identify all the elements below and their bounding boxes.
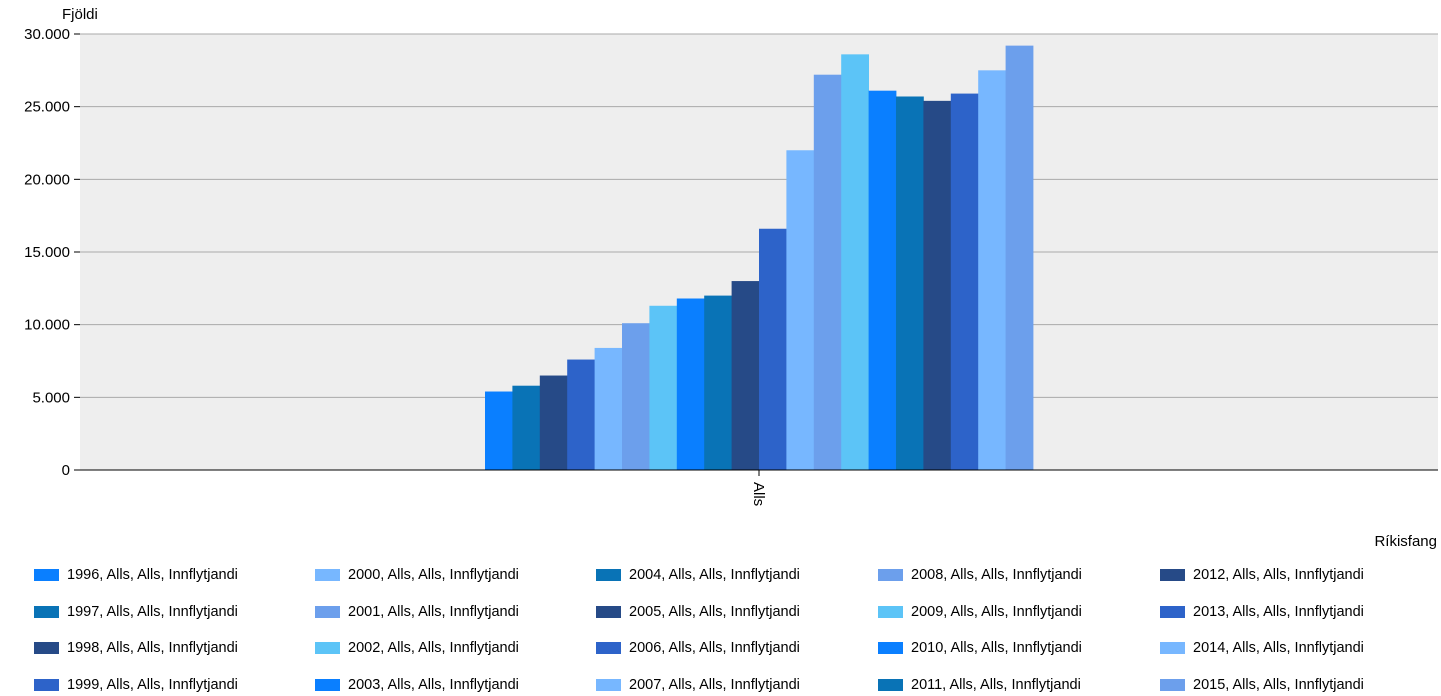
legend-label: 2002, Alls, Alls, Innflytjandi: [348, 640, 519, 656]
y-tick-label: 25.000: [24, 99, 70, 116]
legend-swatch: [34, 569, 59, 581]
legend-swatch: [1160, 642, 1185, 654]
legend-item: 2007, Alls, Alls, Innflytjandi: [596, 676, 800, 694]
legend-item: 1998, Alls, Alls, Innflytjandi: [34, 639, 238, 657]
legend-swatch: [878, 569, 903, 581]
legend-label: 2013, Alls, Alls, Innflytjandi: [1193, 604, 1364, 620]
legend-label: 2001, Alls, Alls, Innflytjandi: [348, 604, 519, 620]
y-tick-label: 0: [62, 462, 70, 479]
bar: [868, 90, 897, 471]
legend-label: 1996, Alls, Alls, Innflytjandi: [67, 567, 238, 583]
legend-label: 2012, Alls, Alls, Innflytjandi: [1193, 567, 1364, 583]
bar: [1005, 45, 1034, 470]
legend-swatch: [34, 606, 59, 618]
legend-item: 2004, Alls, Alls, Innflytjandi: [596, 566, 800, 584]
legend-label: 2011, Alls, Alls, Innflytjandi: [911, 677, 1081, 693]
bar: [704, 295, 732, 470]
legend-swatch: [878, 679, 903, 691]
legend-label: 2009, Alls, Alls, Innflytjandi: [911, 604, 1082, 620]
legend-swatch: [34, 642, 59, 654]
legend-swatch: [1160, 569, 1185, 581]
bar: [512, 385, 541, 470]
bar: [759, 228, 787, 470]
bar: [978, 70, 1006, 470]
bar: [622, 323, 650, 470]
legend-label: 2006, Alls, Alls, Innflytjandi: [629, 640, 800, 656]
legend-item: 2014, Alls, Alls, Innflytjandi: [1160, 639, 1364, 657]
legend-swatch: [596, 569, 621, 581]
legend-label: 2004, Alls, Alls, Innflytjandi: [629, 567, 800, 583]
legend-item: 2009, Alls, Alls, Innflytjandi: [878, 603, 1082, 621]
bar: [676, 298, 705, 470]
bar: [649, 305, 678, 470]
legend-item: 2000, Alls, Alls, Innflytjandi: [315, 566, 519, 584]
x-axis: Alls: [750, 470, 767, 506]
legend-label: 1999, Alls, Alls, Innflytjandi: [67, 677, 238, 693]
legend-swatch: [315, 606, 340, 618]
legend-label: 2015, Alls, Alls, Innflytjandi: [1193, 677, 1364, 693]
bar: [786, 150, 815, 470]
bar: [539, 375, 568, 470]
bar: [841, 54, 869, 470]
legend-item: 1999, Alls, Alls, Innflytjandi: [34, 676, 238, 694]
bars: [485, 45, 1034, 471]
legend-swatch: [315, 569, 340, 581]
legend-item: 2002, Alls, Alls, Innflytjandi: [315, 639, 519, 657]
x-axis-title: Ríkisfang: [1374, 533, 1437, 550]
legend-item: 2013, Alls, Alls, Innflytjandi: [1160, 603, 1364, 621]
bar: [813, 74, 842, 471]
legend-item: 2005, Alls, Alls, Innflytjandi: [596, 603, 800, 621]
y-axis-title: Fjöldi: [62, 6, 98, 23]
bar: [594, 347, 623, 470]
plot-area: 0 5.000 10.000 15.000 20.000 25.000 30.000 All…: [24, 26, 1438, 506]
legend-swatch: [596, 606, 621, 618]
legend-swatch: [1160, 606, 1185, 618]
legend-item: 2012, Alls, Alls, Innflytjandi: [1160, 566, 1364, 584]
legend: 1996, Alls, Alls, Innflytjandi 1997, Alls…: [34, 566, 1434, 696]
legend-label: 2010, Alls, Alls, Innflytjandi: [911, 640, 1082, 656]
legend-swatch: [315, 642, 340, 654]
legend-swatch: [878, 606, 903, 618]
bar: [923, 100, 952, 470]
legend-label: 2005, Alls, Alls, Innflytjandi: [629, 604, 800, 620]
legend-swatch: [315, 679, 340, 691]
legend-item: 2015, Alls, Alls, Innflytjandi: [1160, 676, 1364, 694]
y-tick-label: 10.000: [24, 317, 70, 334]
legend-item: 1996, Alls, Alls, Innflytjandi: [34, 566, 238, 584]
legend-swatch: [878, 642, 903, 654]
legend-label: 2003, Alls, Alls, Innflytjandi: [348, 677, 519, 693]
legend-item: 2003, Alls, Alls, Innflytjandi: [315, 676, 519, 694]
y-axis: 0 5.000 10.000 15.000 20.000 25.000 30.000: [24, 26, 70, 479]
bar: [567, 359, 595, 470]
bar: [896, 96, 924, 470]
bar: [485, 391, 513, 470]
y-tick-label: 5.000: [32, 389, 70, 406]
bar: [731, 281, 760, 470]
legend-label: 1997, Alls, Alls, Innflytjandi: [67, 604, 238, 620]
legend-item: 2010, Alls, Alls, Innflytjandi: [878, 639, 1082, 657]
legend-label: 2000, Alls, Alls, Innflytjandi: [348, 567, 519, 583]
x-tick-label: Alls: [750, 482, 767, 506]
legend-swatch: [1160, 679, 1185, 691]
legend-label: 1998, Alls, Alls, Innflytjandi: [67, 640, 238, 656]
legend-label: 2008, Alls, Alls, Innflytjandi: [911, 567, 1082, 583]
legend-swatch: [596, 642, 621, 654]
legend-item: 1997, Alls, Alls, Innflytjandi: [34, 603, 238, 621]
legend-item: 2006, Alls, Alls, Innflytjandi: [596, 639, 800, 657]
legend-item: 2008, Alls, Alls, Innflytjandi: [878, 566, 1082, 584]
y-tick-label: 15.000: [24, 244, 70, 261]
legend-label: 2014, Alls, Alls, Innflytjandi: [1193, 640, 1364, 656]
legend-item: 2011, Alls, Alls, Innflytjandi: [878, 676, 1081, 694]
bar: [950, 93, 979, 470]
y-tick-label: 30.000: [24, 26, 70, 43]
legend-item: 2001, Alls, Alls, Innflytjandi: [315, 603, 519, 621]
legend-swatch: [596, 679, 621, 691]
legend-label: 2007, Alls, Alls, Innflytjandi: [629, 677, 800, 693]
legend-swatch: [34, 679, 59, 691]
y-tick-label: 20.000: [24, 171, 70, 188]
